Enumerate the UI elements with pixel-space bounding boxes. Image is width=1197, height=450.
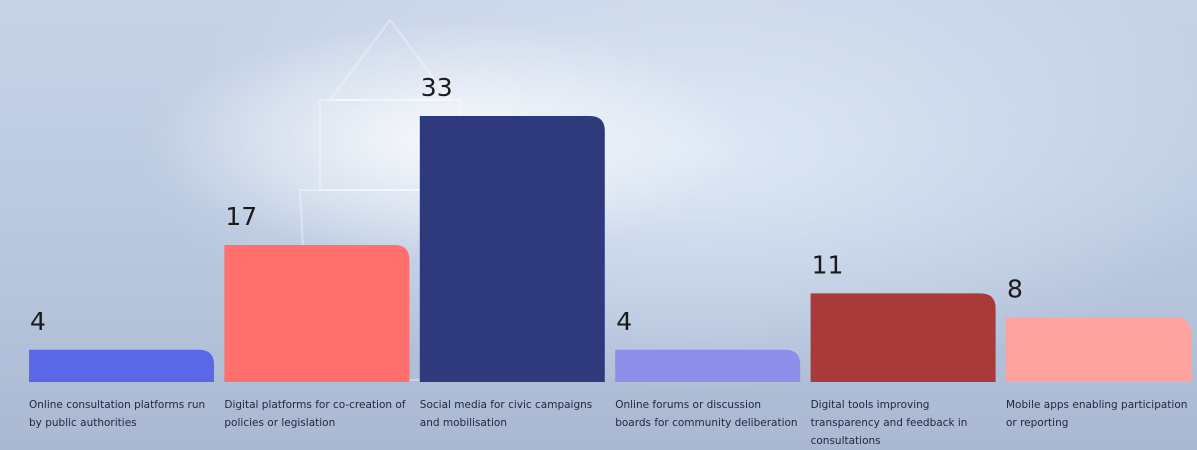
value-label: 11 [812,250,844,279]
value-label: 4 [616,307,632,336]
category-label: Mobile apps enabling participation or re… [1006,396,1190,432]
category-label: Digital tools improving transparency and… [811,396,995,450]
value-label: 8 [1007,275,1023,304]
value-label: 33 [421,73,453,102]
bar [420,116,605,382]
category-label: Digital platforms for co-creation of pol… [224,396,408,432]
category-label: Online forums or discussion boards for c… [615,396,799,432]
category-label: Online consultation platforms run by pub… [29,396,213,432]
value-label: 4 [30,307,46,336]
bar [224,245,409,382]
value-label: 17 [225,202,257,231]
chart: 4 17 33 4 11 8 [0,0,1197,450]
category-label: Social media for civic campaigns and mob… [420,396,604,432]
bar [615,350,800,382]
bar [29,350,214,382]
bar [1006,318,1191,382]
bar [811,293,996,382]
stage: 4 17 33 4 11 8 Online consultation platforms … [0,0,1197,450]
